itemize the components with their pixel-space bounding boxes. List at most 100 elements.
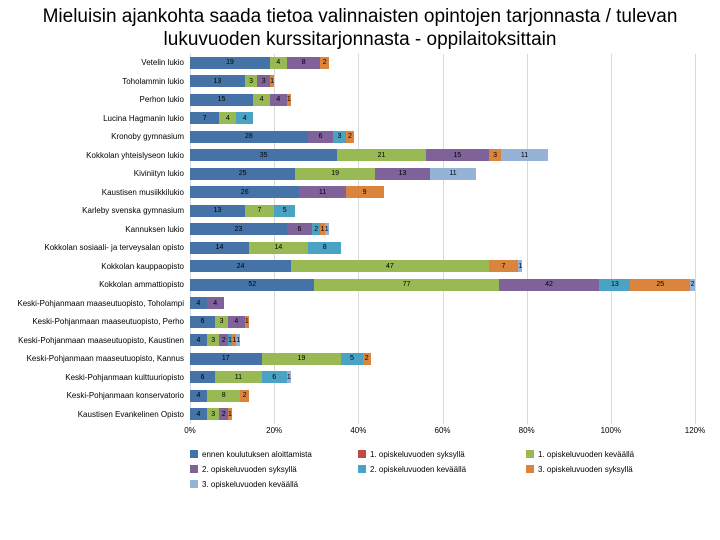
row-label: Keski-Pohjanmaan kulttuuriopisto [0,373,190,382]
table-row: Vetelin lukio19482 [190,54,695,73]
row-label: Kokkolan ammattiopisto [0,280,190,289]
table-row: Kannuksen lukio236211 [190,220,695,239]
legend-swatch [190,450,198,458]
bar-segment: 3 [207,408,220,420]
segment-value: 4 [234,318,238,325]
stacked-bar: 171952 [190,353,695,365]
table-row: Kaustisen musiikkilukio26119 [190,183,695,202]
bar-segment: 4 [270,94,287,106]
row-label: Keski-Pohjanmaan maaseutuopisto, Toholam… [0,299,190,308]
segment-value: 26 [241,189,249,196]
segment-value: 5 [350,355,354,362]
bar-segment: 7 [190,112,219,124]
bar-segment: 13 [190,205,245,217]
bar-segment: 1 [518,260,522,272]
segment-value: 9 [363,189,367,196]
segment-value: 2 [691,281,695,288]
stacked-bar: 52774213252 [190,279,695,291]
segment-value: 4 [196,392,200,399]
table-row: Keski-Pohjanmaan konservatorio482 [190,387,695,406]
segment-value: 3 [262,78,266,85]
bar-segment: 4 [190,408,207,420]
table-row: Keski-Pohjanmaan kulttuuriopisto61161 [190,368,695,387]
segment-value: 1 [325,226,329,233]
legend-swatch [526,450,534,458]
stacked-bar: 26119 [190,186,695,198]
segment-value: 11 [235,374,242,381]
segment-value: 1 [287,374,291,381]
segment-value: 15 [218,96,226,103]
bar-segment: 5 [341,353,362,365]
bar-segment: 4 [190,390,207,402]
segment-value: 13 [399,170,407,177]
bar-segment: 4 [228,316,245,328]
legend-label: 3. opiskeluvuoden syksyllä [538,465,633,474]
segment-value: 2 [365,355,369,362]
x-tick-label: 100% [601,426,621,435]
bar-segment: 8 [287,57,321,69]
segment-value: 52 [248,281,256,288]
stacked-bar: 28632 [190,131,695,143]
bar-segment: 6 [262,371,287,383]
bar-segment: 2 [320,57,328,69]
bar-segment: 11 [501,149,547,161]
table-row: Kokkolan yhteislyseon lukio352115311 [190,146,695,165]
table-row: Kiviniityn lukio25191311 [190,165,695,184]
row-label: Kaustisen musiikkilukio [0,188,190,197]
segment-value: 5 [283,207,287,214]
bar-segment: 77 [314,279,498,291]
x-tick-label: 0% [184,426,196,435]
bar-segment: 1 [245,316,249,328]
stacked-bar: 244771 [190,260,695,272]
segment-value: 3 [337,133,341,140]
segment-value: 25 [239,170,247,177]
bar-segment: 2 [312,223,320,235]
bar-segment: 4 [190,297,207,309]
segment-value: 2 [222,337,226,344]
segment-value: 25 [656,281,664,288]
bar-segment: 13 [599,279,630,291]
legend-item: 3. opiskeluvuoden syksyllä [526,465,676,474]
bar-segment: 26 [190,186,299,198]
segment-value: 4 [213,300,217,307]
bar-segment: 3 [245,75,258,87]
bar-rows: Vetelin lukio19482Toholammin lukio13331P… [190,54,695,424]
bar-segment: 24 [190,260,291,272]
row-label: Kaustisen Evankelinen Opisto [0,410,190,419]
legend-item: 1. opiskeluvuoden syksyllä [358,450,508,459]
bar-segment: 19 [262,353,342,365]
legend-label: ennen koulutuksen aloittamista [202,450,312,459]
row-label: Lucina Hagmanin lukio [0,114,190,123]
segment-value: 24 [237,263,245,270]
segment-value: 19 [331,170,339,177]
bar-segment: 4 [236,112,253,124]
bar-segment: 4 [219,112,236,124]
x-axis: 0%20%40%60%80%100%120% [190,424,695,444]
bar-segment: 6 [190,371,215,383]
segment-value: 11 [449,170,456,177]
plot-area: Vetelin lukio19482Toholammin lukio13331P… [190,54,695,424]
bar-segment: 25 [190,168,295,180]
table-row: Keski-Pohjanmaan maaseutuopisto, Kannus1… [190,350,695,369]
segment-value: 2 [243,392,247,399]
legend-item: ennen koulutuksen aloittamista [190,450,340,459]
row-label: Kannuksen lukio [0,225,190,234]
bar-segment: 2 [363,353,371,365]
segment-value: 3 [211,337,215,344]
row-label: Keski-Pohjanmaan maaseutuopisto, Kannus [0,354,190,363]
table-row: Toholammin lukio13331 [190,72,695,91]
bar-segment: 28 [190,131,308,143]
stacked-bar: 6341 [190,316,695,328]
segment-value: 35 [260,152,268,159]
segment-value: 13 [611,281,619,288]
legend-label: 1. opiskeluvuoden syksyllä [370,450,465,459]
stacked-bar: 61161 [190,371,695,383]
bar-segment: 7 [489,260,518,272]
bar-segment: 19 [190,57,270,69]
legend-item: 3. opiskeluvuoden keväällä [190,480,340,489]
segment-value: 8 [302,59,306,66]
segment-value: 2 [323,59,327,66]
segment-value: 6 [201,374,205,381]
segment-value: 6 [201,318,205,325]
bar-segment: 15 [426,149,489,161]
